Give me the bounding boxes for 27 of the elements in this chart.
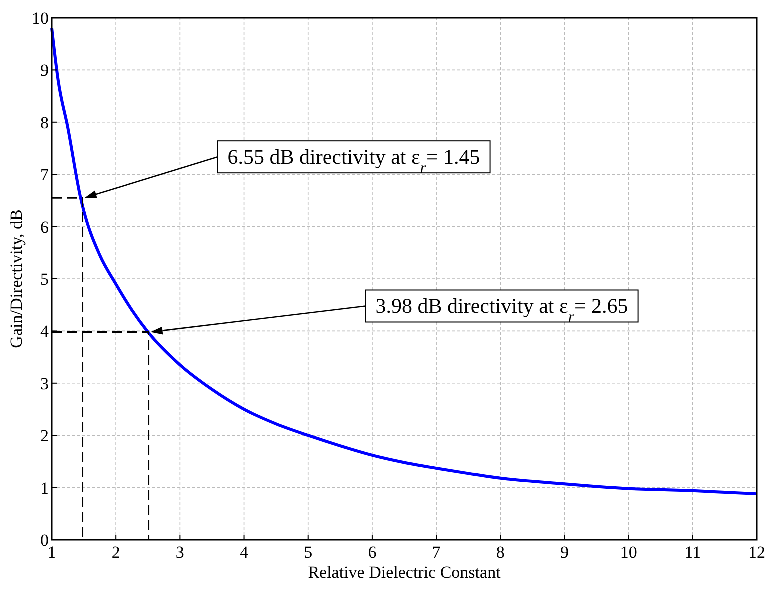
y-tick-label: 7: [40, 166, 50, 185]
annotation: 3.98 dB directivity at ε$_{r}$= 2.65: [376, 294, 628, 326]
y-tick-label: 10: [32, 8, 49, 28]
y-tick-label: 1: [40, 478, 49, 498]
y-tick-label: 0: [40, 530, 49, 550]
annotation: 6.55 dB directivity at ε$_{r}$= 1.45: [228, 145, 480, 177]
y-tick-label: 5: [40, 270, 49, 289]
y-tick-label: 2: [40, 426, 49, 446]
y-axis-title: Gain/Directivity, dB: [7, 210, 26, 348]
x-tick-label: 2: [112, 543, 120, 562]
x-tick-label: 10: [620, 543, 638, 562]
line-series: [50, 26, 758, 496]
x-tick-label: 8: [496, 543, 505, 562]
x-tick-label: 9: [560, 543, 569, 562]
x-tick-label: 12: [748, 543, 766, 562]
y-tick-label: 3: [40, 374, 49, 394]
x-tick-label: 5: [304, 543, 313, 562]
x-tick-label: 11: [684, 543, 702, 562]
y-tick-label: 6: [40, 218, 49, 237]
y-tick-label: 8: [40, 113, 49, 132]
y-tick-label: 4: [40, 322, 50, 342]
x-tick-label: 6: [368, 543, 377, 562]
x-tick-label: 4: [240, 543, 250, 562]
x-tick-label: 3: [176, 543, 184, 562]
x-axis-title: Relative Dielectric Constant: [308, 563, 502, 582]
x-tick-label: 7: [432, 543, 442, 562]
y-tick-label: 9: [40, 61, 49, 80]
